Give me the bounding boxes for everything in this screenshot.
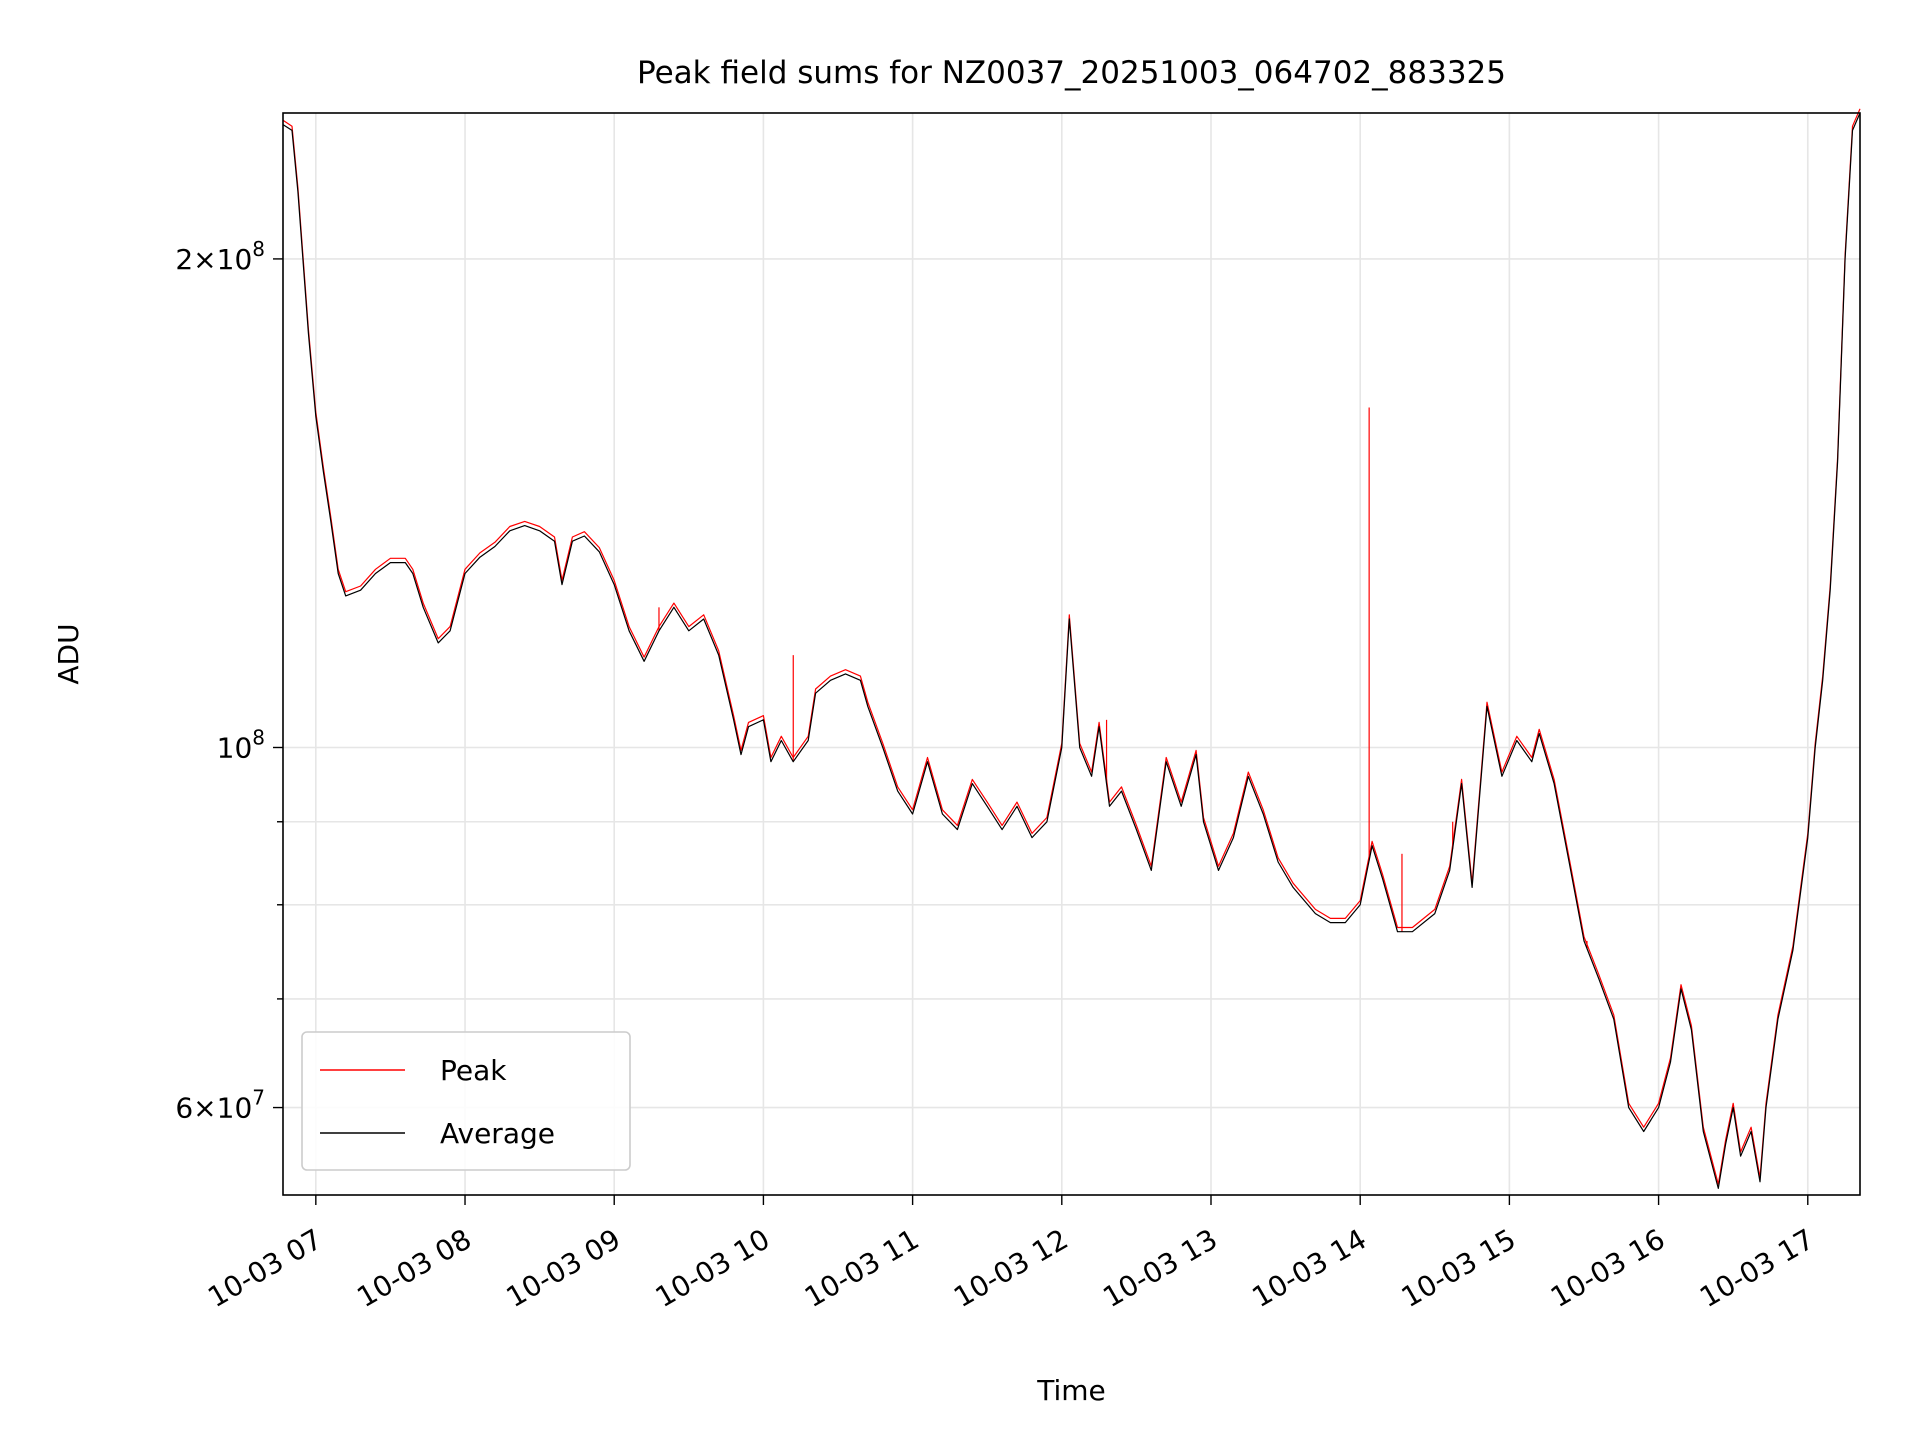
- y-tick-label-exponent: 8: [252, 237, 265, 261]
- y-tick-label: 6×107: [175, 1086, 265, 1125]
- x-axis-label: Time: [1036, 1374, 1106, 1407]
- legend-label-peak: Peak: [440, 1054, 507, 1087]
- y-tick-label-exponent: 8: [252, 725, 265, 749]
- series-average-line: [282, 112, 1861, 1190]
- y-tick-label-exponent: 7: [252, 1086, 265, 1110]
- y-tick-label-base: 10: [217, 731, 253, 764]
- y-tick-label: 2×108: [175, 237, 265, 276]
- legend-box: [301, 1031, 631, 1171]
- legend: Peak Average: [301, 1031, 631, 1171]
- axes-frame: [282, 112, 1861, 1196]
- legend-label-average: Average: [440, 1117, 555, 1150]
- plot-lines: [282, 108, 1861, 1190]
- y-axis-label: ADU: [52, 623, 85, 684]
- y-tick-label-base: 2×10: [175, 243, 252, 276]
- y-tick-label: 108: [217, 725, 265, 764]
- chart-title: Peak field sums for NZ0037_20251003_0647…: [637, 55, 1506, 91]
- y-tick-label-base: 6×10: [175, 1092, 252, 1125]
